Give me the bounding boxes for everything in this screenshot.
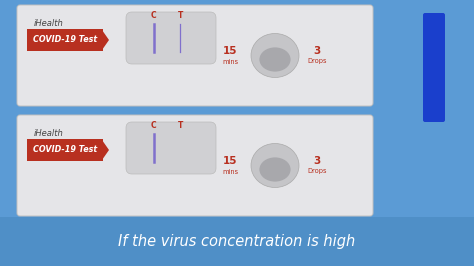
FancyBboxPatch shape [17, 115, 373, 216]
Text: 15: 15 [223, 45, 237, 56]
Text: 3: 3 [313, 45, 320, 56]
Text: If the virus concentration is high: If the virus concentration is high [118, 234, 356, 249]
Text: 15: 15 [223, 156, 237, 165]
Ellipse shape [259, 157, 291, 182]
Text: mins: mins [222, 59, 238, 64]
FancyBboxPatch shape [126, 12, 216, 64]
Text: Drops: Drops [307, 168, 327, 174]
Polygon shape [102, 140, 109, 160]
FancyBboxPatch shape [423, 13, 445, 122]
FancyBboxPatch shape [27, 139, 103, 161]
Text: T: T [178, 11, 183, 20]
Text: iHealth: iHealth [34, 19, 64, 28]
Text: C: C [151, 11, 156, 20]
Text: Drops: Drops [307, 59, 327, 64]
Ellipse shape [251, 34, 299, 77]
FancyBboxPatch shape [27, 29, 103, 51]
Ellipse shape [251, 143, 299, 188]
Text: COVID-19 Test: COVID-19 Test [33, 35, 97, 44]
Ellipse shape [259, 47, 291, 72]
Polygon shape [102, 30, 109, 50]
Bar [0, 217, 474, 266]
Text: iHealth: iHealth [34, 130, 64, 139]
Text: C: C [151, 122, 156, 131]
FancyBboxPatch shape [17, 5, 373, 106]
Text: T: T [178, 122, 183, 131]
Text: COVID-19 Test: COVID-19 Test [33, 146, 97, 155]
FancyBboxPatch shape [126, 122, 216, 174]
Text: mins: mins [222, 168, 238, 174]
Text: 3: 3 [313, 156, 320, 165]
